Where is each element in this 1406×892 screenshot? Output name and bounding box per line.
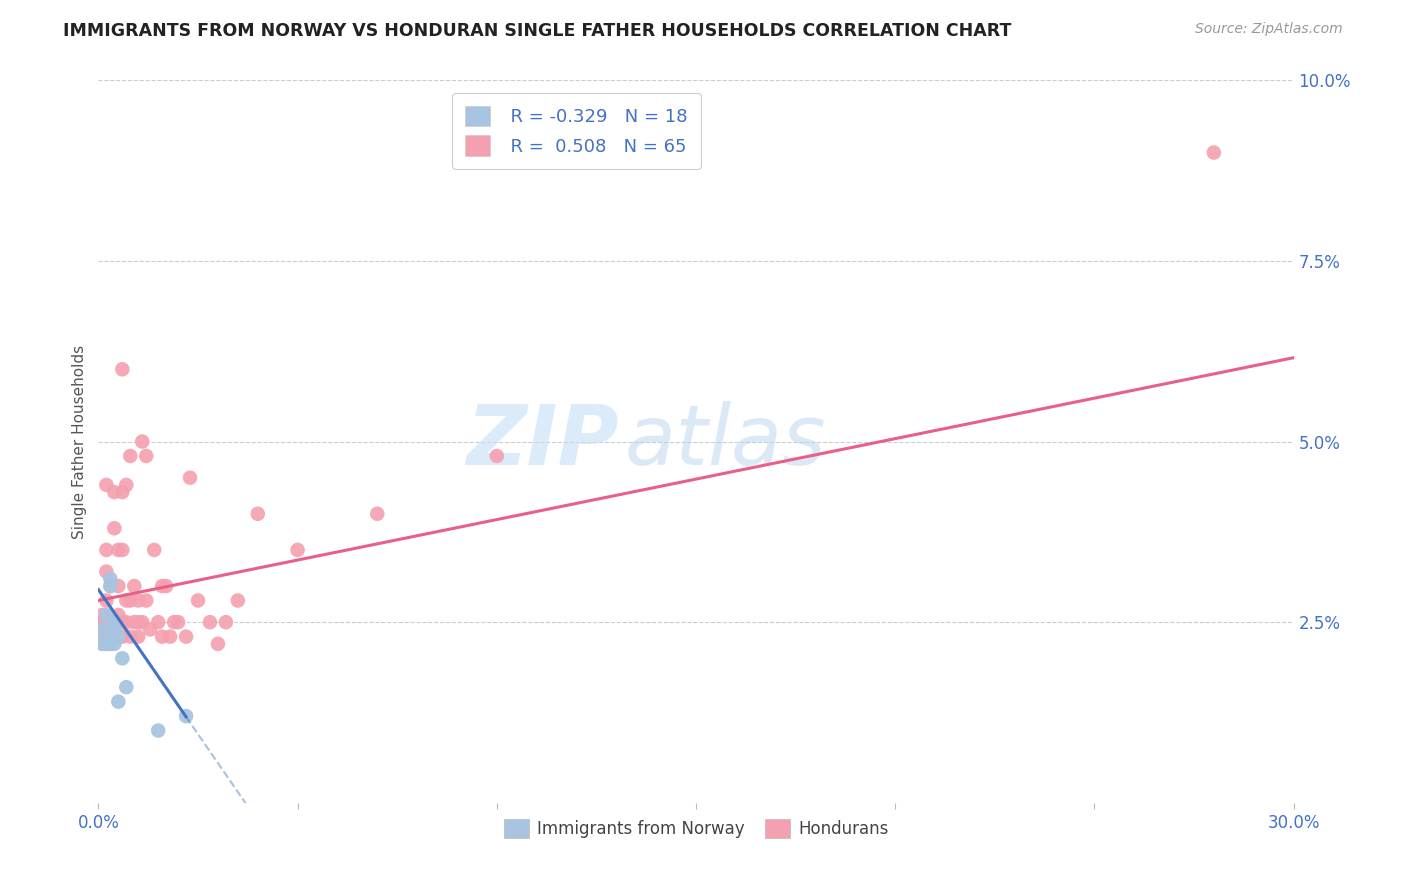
Point bbox=[124, 615, 146, 630]
Point bbox=[131, 434, 153, 449]
Point bbox=[115, 615, 138, 630]
Point bbox=[107, 630, 129, 644]
Point bbox=[111, 615, 134, 630]
Point bbox=[91, 623, 114, 637]
Point bbox=[96, 478, 118, 492]
Point bbox=[198, 615, 221, 630]
Point bbox=[103, 623, 125, 637]
Text: Source: ZipAtlas.com: Source: ZipAtlas.com bbox=[1195, 22, 1343, 37]
Point bbox=[127, 630, 149, 644]
Point bbox=[98, 630, 122, 644]
Point bbox=[366, 507, 388, 521]
Point bbox=[96, 615, 118, 630]
Point bbox=[1202, 145, 1225, 160]
Point bbox=[127, 593, 149, 607]
Point bbox=[91, 637, 114, 651]
Point bbox=[148, 723, 170, 738]
Point bbox=[98, 630, 122, 644]
Point bbox=[179, 471, 201, 485]
Point bbox=[207, 637, 229, 651]
Point bbox=[120, 593, 142, 607]
Point bbox=[91, 607, 114, 622]
Point bbox=[155, 579, 177, 593]
Point bbox=[103, 485, 125, 500]
Point bbox=[96, 542, 118, 557]
Point bbox=[103, 637, 125, 651]
Point bbox=[98, 572, 122, 586]
Point bbox=[148, 615, 170, 630]
Point bbox=[107, 695, 129, 709]
Point bbox=[107, 542, 129, 557]
Text: ZIP: ZIP bbox=[465, 401, 619, 482]
Point bbox=[98, 615, 122, 630]
Point bbox=[187, 593, 209, 607]
Point bbox=[96, 637, 118, 651]
Point bbox=[159, 630, 181, 644]
Point bbox=[150, 630, 173, 644]
Point bbox=[287, 542, 309, 557]
Point bbox=[96, 607, 118, 622]
Point bbox=[96, 630, 118, 644]
Point bbox=[96, 593, 118, 607]
Point bbox=[98, 579, 122, 593]
Y-axis label: Single Father Households: Single Father Households bbox=[72, 344, 87, 539]
Point bbox=[120, 449, 142, 463]
Point bbox=[111, 485, 134, 500]
Point bbox=[226, 593, 249, 607]
Point bbox=[111, 362, 134, 376]
Point bbox=[103, 615, 125, 630]
Point bbox=[115, 593, 138, 607]
Point bbox=[103, 630, 125, 644]
Point bbox=[96, 565, 118, 579]
Legend: Immigrants from Norway, Hondurans: Immigrants from Norway, Hondurans bbox=[496, 813, 896, 845]
Point bbox=[485, 449, 508, 463]
Point bbox=[163, 615, 186, 630]
Point bbox=[124, 579, 146, 593]
Point bbox=[111, 651, 134, 665]
Point bbox=[135, 593, 157, 607]
Point bbox=[107, 579, 129, 593]
Point bbox=[167, 615, 190, 630]
Point bbox=[111, 630, 134, 644]
Point bbox=[107, 630, 129, 644]
Point bbox=[91, 615, 114, 630]
Point bbox=[115, 478, 138, 492]
Point bbox=[127, 615, 149, 630]
Point bbox=[120, 630, 142, 644]
Point bbox=[96, 637, 118, 651]
Point bbox=[98, 637, 122, 651]
Point bbox=[143, 542, 166, 557]
Point bbox=[115, 680, 138, 694]
Point bbox=[91, 637, 114, 651]
Point bbox=[135, 449, 157, 463]
Point bbox=[98, 637, 122, 651]
Point bbox=[150, 579, 173, 593]
Point bbox=[111, 542, 134, 557]
Point bbox=[98, 579, 122, 593]
Point bbox=[215, 615, 238, 630]
Point bbox=[246, 507, 269, 521]
Point bbox=[96, 630, 118, 644]
Point bbox=[103, 615, 125, 630]
Point bbox=[174, 709, 197, 723]
Text: IMMIGRANTS FROM NORWAY VS HONDURAN SINGLE FATHER HOUSEHOLDS CORRELATION CHART: IMMIGRANTS FROM NORWAY VS HONDURAN SINGL… bbox=[63, 22, 1012, 40]
Point bbox=[131, 615, 153, 630]
Text: atlas: atlas bbox=[624, 401, 825, 482]
Point bbox=[139, 623, 162, 637]
Point bbox=[91, 630, 114, 644]
Point bbox=[107, 607, 129, 622]
Point bbox=[174, 630, 197, 644]
Point bbox=[91, 623, 114, 637]
Point bbox=[103, 521, 125, 535]
